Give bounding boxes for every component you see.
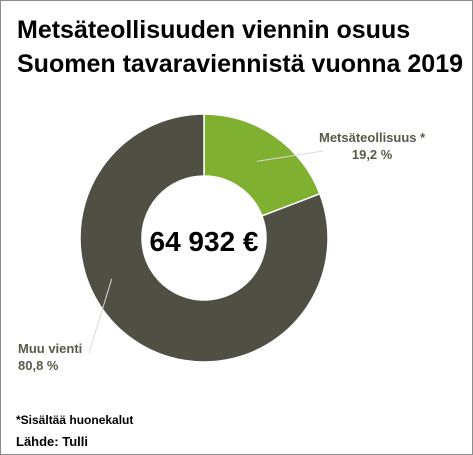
source-note: Lähde: Tulli: [16, 434, 88, 449]
leader-line-metsateollisuus: [256, 150, 324, 162]
callout-metsateollisuus: Metsäteollisuus * 19,2 %: [319, 129, 425, 163]
slice-value-metsateollisuus: 19,2 %: [351, 147, 393, 162]
center-value-label: 64 932 €: [150, 226, 259, 257]
leader-line-muu-vienti: [88, 278, 113, 354]
slice-label-muu-vienti: Muu vienti: [18, 341, 83, 356]
footnote: *Sisältää huonekalut: [16, 413, 134, 427]
callout-muu-vienti: Muu vienti 80,8 %: [18, 340, 82, 374]
slice-muu-vienti: [79, 113, 329, 363]
slice-metsateollisuus: [203, 113, 321, 217]
slice-label-metsateollisuus: Metsäteollisuus *: [319, 130, 426, 145]
slice-value-muu-vienti: 80,8 %: [18, 358, 59, 373]
title-line-2: Suomen tavaraviennistä vuonna 2019: [17, 50, 464, 78]
chart-title: Metsäteollisuuden viennin osuus Suomen t…: [17, 13, 467, 81]
title-line-1: Metsäteollisuuden viennin osuus: [17, 16, 411, 44]
